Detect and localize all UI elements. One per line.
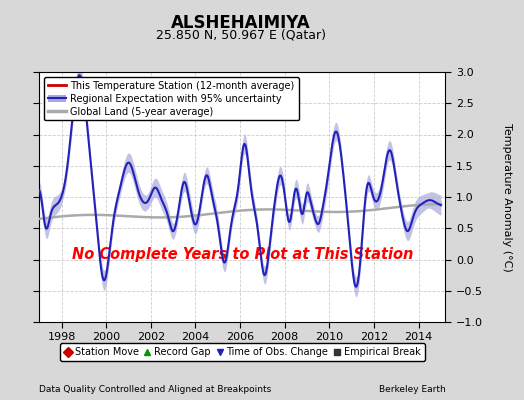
- Text: Berkeley Earth: Berkeley Earth: [379, 385, 445, 394]
- Text: No Complete Years to Plot at This Station: No Complete Years to Plot at This Statio…: [72, 247, 413, 262]
- Y-axis label: Temperature Anomaly (°C): Temperature Anomaly (°C): [503, 123, 512, 271]
- Legend: Station Move, Record Gap, Time of Obs. Change, Empirical Break: Station Move, Record Gap, Time of Obs. C…: [60, 343, 424, 361]
- Text: Data Quality Controlled and Aligned at Breakpoints: Data Quality Controlled and Aligned at B…: [39, 385, 271, 394]
- Text: 25.850 N, 50.967 E (Qatar): 25.850 N, 50.967 E (Qatar): [156, 29, 326, 42]
- Text: ALSHEHAIMIYA: ALSHEHAIMIYA: [171, 14, 311, 32]
